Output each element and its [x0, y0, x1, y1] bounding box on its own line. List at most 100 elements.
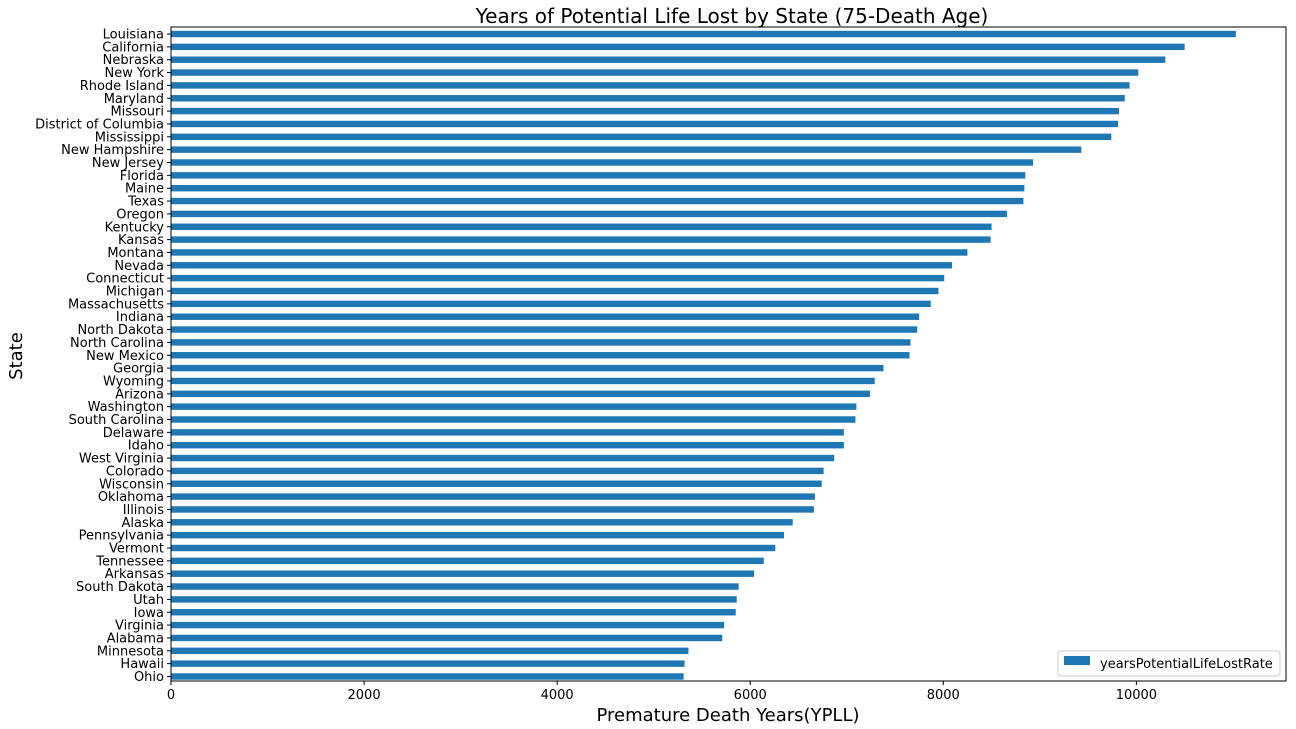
bar [171, 531, 785, 539]
y-tick-label: Iowa [134, 606, 164, 621]
y-tick-label: Wyoming [103, 374, 164, 389]
y-tick-label: Alabama [107, 631, 164, 646]
y-tick-label: Minnesota [97, 644, 164, 659]
y-tick-label: Pennsylvania [79, 529, 164, 544]
y-tick-label: California [102, 40, 164, 55]
y-tick-label: Connecticut [86, 272, 164, 287]
y-tick-label: Nevada [114, 259, 164, 274]
y-tick-label: Vermont [109, 542, 164, 557]
bar [171, 403, 857, 410]
y-tick-label: New York [104, 66, 164, 81]
x-tick-label: 8000 [927, 688, 960, 703]
bar [171, 416, 856, 423]
y-tick-label: New Jersey [92, 156, 164, 171]
y-tick-label: Louisiana [103, 28, 164, 43]
x-tick-label: 4000 [541, 688, 574, 703]
y-tick-label: Tennessee [95, 554, 164, 569]
y-tick-label: Alaska [121, 516, 164, 531]
bar [171, 634, 723, 642]
bar [171, 313, 920, 320]
bar [171, 197, 1024, 205]
bar [171, 621, 725, 629]
y-tick-label: Wisconsin [99, 477, 164, 492]
bar [171, 274, 945, 282]
y-tick-label: Michigan [106, 285, 164, 300]
chart-title: Years of Potential Life Lost by State (7… [475, 4, 989, 28]
bar [171, 210, 1008, 218]
bar [171, 184, 1025, 192]
y-tick-label: Illinois [123, 503, 164, 518]
x-axis-label: Premature Death Years(YPLL) [596, 705, 859, 726]
y-tick-label: Nebraska [103, 53, 164, 68]
x-tick-label: 2000 [348, 688, 381, 703]
y-tick-label: Kansas [118, 233, 164, 248]
bar [171, 596, 737, 603]
bar [171, 249, 968, 256]
bar [171, 557, 764, 565]
y-tick-label: Texas [127, 195, 164, 210]
y-tick-label: Maryland [104, 92, 164, 107]
bar [171, 107, 1119, 115]
y-tick-label: New Mexico [86, 349, 164, 364]
legend-swatch [1064, 656, 1090, 665]
bar [171, 223, 992, 230]
bar [171, 82, 1130, 89]
bar [171, 570, 755, 577]
x-ticks-layer: 0 2000 4000 6000 8000 10000 [167, 681, 1157, 703]
bar [171, 69, 1139, 76]
y-tick-label: North Dakota [77, 323, 164, 338]
bars-layer [171, 30, 1236, 680]
legend: yearsPotentialLifeLostRate [1057, 650, 1281, 677]
bar [171, 236, 991, 243]
y-tick-label: New Hampshire [61, 143, 164, 158]
y-axis-label: State [6, 332, 27, 380]
y-tick-label: District of Columbia [35, 117, 164, 132]
legend-box [1057, 650, 1281, 677]
y-tick-label: Arizona [115, 387, 164, 402]
bar [171, 56, 1166, 63]
bar [171, 339, 911, 346]
bar [171, 326, 918, 333]
y-tick-label: Utah [133, 593, 164, 608]
plot-frame [170, 26, 1287, 682]
bar [171, 429, 844, 436]
y-tick-label: Kentucky [105, 220, 165, 235]
bar [171, 146, 1082, 153]
x-tick-label: 10000 [1116, 688, 1157, 703]
bar [171, 480, 822, 487]
y-tick-label: Delaware [103, 426, 164, 441]
x-tick-label: 0 [167, 688, 175, 703]
bar [171, 133, 1112, 141]
bar [171, 364, 884, 372]
bar [171, 30, 1236, 38]
y-tick-label: Arkansas [105, 567, 164, 582]
bar [171, 172, 1026, 179]
y-tick-label: Idaho [128, 439, 164, 454]
y-tick-label: Georgia [113, 362, 164, 377]
bar [171, 390, 870, 398]
bar [171, 583, 739, 590]
bar [171, 352, 910, 359]
y-tick-label: Washington [88, 400, 164, 415]
y-tick-label: Massachusetts [68, 297, 164, 312]
bar [171, 95, 1125, 102]
bar [171, 377, 875, 385]
bar [171, 262, 952, 269]
bar [171, 120, 1119, 128]
bar [171, 467, 824, 475]
legend-label: yearsPotentialLifeLostRate [1100, 657, 1273, 672]
bar [171, 519, 793, 526]
y-tick-label: Mississippi [95, 130, 164, 145]
bar [171, 544, 776, 552]
bar [171, 673, 684, 680]
y-tick-label: Montana [107, 246, 164, 261]
bar [171, 454, 835, 462]
y-tick-label: Maine [125, 182, 164, 197]
bar [171, 441, 844, 449]
bar [171, 647, 689, 655]
bar [171, 287, 939, 295]
x-tick-label: 6000 [734, 688, 767, 703]
y-tick-label: South Dakota [76, 580, 164, 595]
